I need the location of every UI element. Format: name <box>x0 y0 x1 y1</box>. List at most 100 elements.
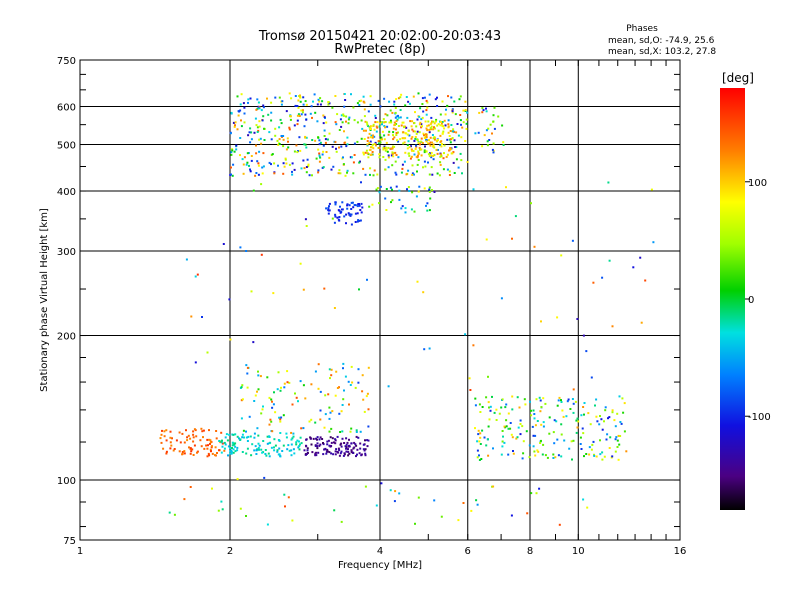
data-point <box>376 187 379 190</box>
data-point <box>352 172 355 175</box>
data-point <box>250 159 253 162</box>
data-point <box>417 92 420 95</box>
data-point <box>338 216 341 218</box>
data-point <box>443 152 445 155</box>
data-point <box>273 172 276 175</box>
data-point <box>614 425 617 428</box>
data-point <box>408 154 411 157</box>
data-point <box>577 420 580 423</box>
data-point <box>361 390 364 393</box>
data-point <box>465 118 468 121</box>
data-point <box>270 111 273 114</box>
data-point <box>410 125 413 128</box>
data-point <box>255 172 258 174</box>
data-point <box>181 451 184 453</box>
data-point <box>318 154 321 157</box>
data-point <box>405 96 408 98</box>
data-point <box>290 97 293 100</box>
data-point <box>362 153 365 156</box>
data-point <box>603 420 605 423</box>
data-point <box>239 246 242 249</box>
data-point <box>304 218 307 221</box>
data-point <box>406 188 408 191</box>
data-point <box>341 157 344 160</box>
data-point <box>189 486 192 488</box>
data-point <box>215 437 218 440</box>
data-point <box>230 151 233 154</box>
data-point <box>239 438 242 441</box>
data-point <box>270 119 273 122</box>
data-point <box>425 113 428 116</box>
data-point <box>492 120 495 123</box>
data-point <box>270 446 273 449</box>
data-point <box>266 376 269 379</box>
data-point <box>430 122 433 125</box>
data-point <box>392 138 395 141</box>
data-point <box>532 409 535 412</box>
data-point <box>397 116 400 119</box>
data-point <box>419 107 422 110</box>
data-point <box>430 154 433 157</box>
data-point <box>395 132 398 134</box>
data-point <box>232 433 235 436</box>
data-point <box>478 403 481 406</box>
data-point <box>273 449 276 452</box>
data-point <box>420 123 423 126</box>
data-point <box>266 435 269 438</box>
data-point <box>450 124 453 126</box>
data-point <box>162 447 165 450</box>
data-point <box>421 103 424 105</box>
data-point <box>268 435 271 438</box>
data-point <box>372 123 375 126</box>
data-point <box>379 185 382 188</box>
data-point <box>345 145 348 148</box>
data-point <box>437 123 440 126</box>
data-points <box>159 92 655 526</box>
data-point <box>434 98 437 101</box>
data-point <box>249 435 252 438</box>
data-point <box>277 164 279 167</box>
data-point <box>625 450 628 453</box>
data-point <box>258 448 260 451</box>
data-point <box>489 409 492 412</box>
data-point <box>432 154 435 157</box>
data-point <box>210 450 212 453</box>
data-point <box>466 161 469 163</box>
data-point <box>601 428 604 431</box>
data-point <box>469 389 472 391</box>
data-point <box>391 188 393 191</box>
data-point <box>407 140 410 143</box>
data-point <box>433 136 436 139</box>
data-point <box>433 146 436 149</box>
data-point <box>221 508 224 511</box>
data-point <box>304 397 307 400</box>
data-point <box>356 140 359 143</box>
data-point <box>397 156 400 159</box>
x-axis-ticks: 1 2 4 6 8 10 16 <box>77 60 686 557</box>
data-point <box>351 381 354 384</box>
data-point <box>425 99 428 102</box>
data-point <box>338 146 340 149</box>
data-point <box>420 154 423 157</box>
data-point <box>568 447 571 450</box>
data-point <box>243 436 245 439</box>
data-point <box>347 118 350 121</box>
data-point <box>334 141 337 144</box>
data-point <box>572 439 575 442</box>
data-point <box>326 440 329 443</box>
data-point <box>265 454 268 457</box>
data-point <box>248 164 250 167</box>
data-point <box>604 409 607 412</box>
data-point <box>354 212 357 215</box>
data-point <box>317 171 320 174</box>
data-point <box>280 122 283 125</box>
data-point <box>347 448 349 451</box>
data-point <box>464 140 467 142</box>
data-point <box>377 99 380 102</box>
data-point <box>595 455 598 458</box>
data-point <box>509 427 512 430</box>
data-point <box>502 435 504 438</box>
data-point <box>254 174 257 177</box>
data-point <box>449 138 452 141</box>
data-point <box>281 450 284 452</box>
